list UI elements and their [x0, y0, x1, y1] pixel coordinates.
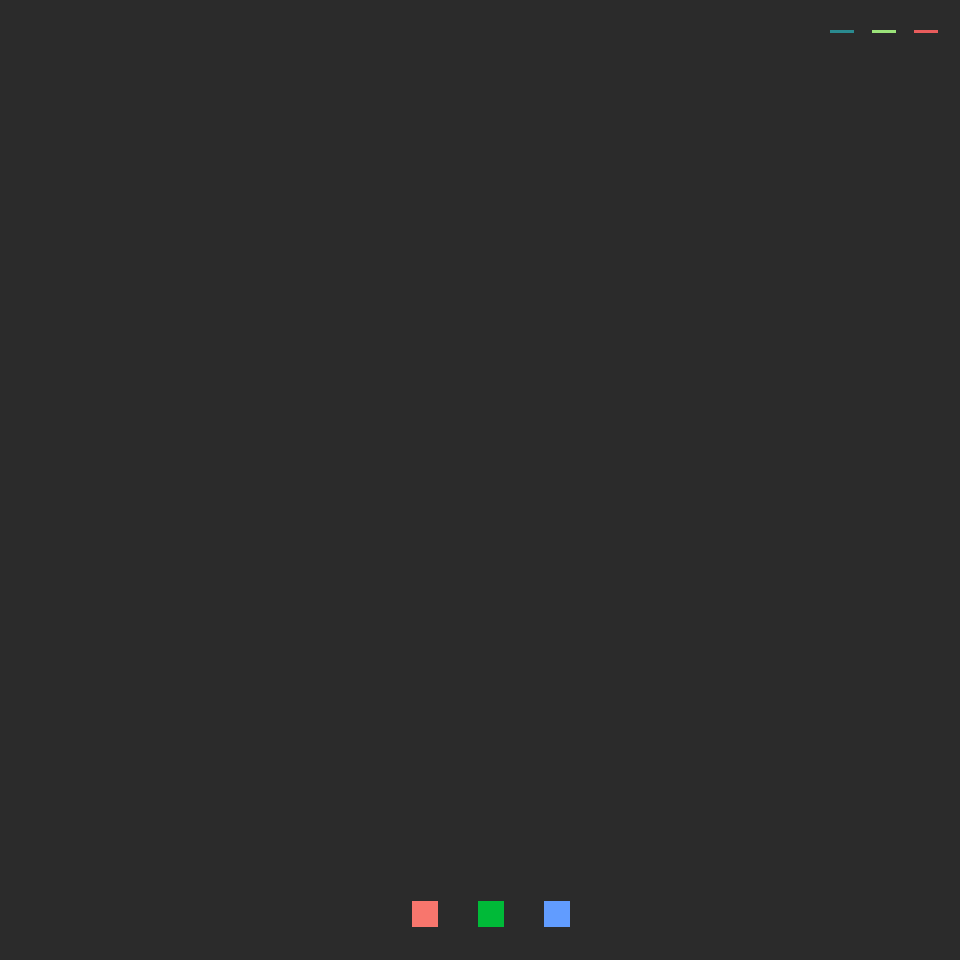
- legend-swatch-75: [872, 30, 896, 33]
- top-legend: [818, 30, 952, 33]
- legend-box-75: [478, 901, 504, 927]
- legend-box-85: [544, 901, 570, 927]
- legend-box-60: [412, 901, 438, 927]
- legend-swatch-60: [830, 30, 854, 33]
- bottom-legend: [412, 901, 610, 927]
- legend-swatch-85: [914, 30, 938, 33]
